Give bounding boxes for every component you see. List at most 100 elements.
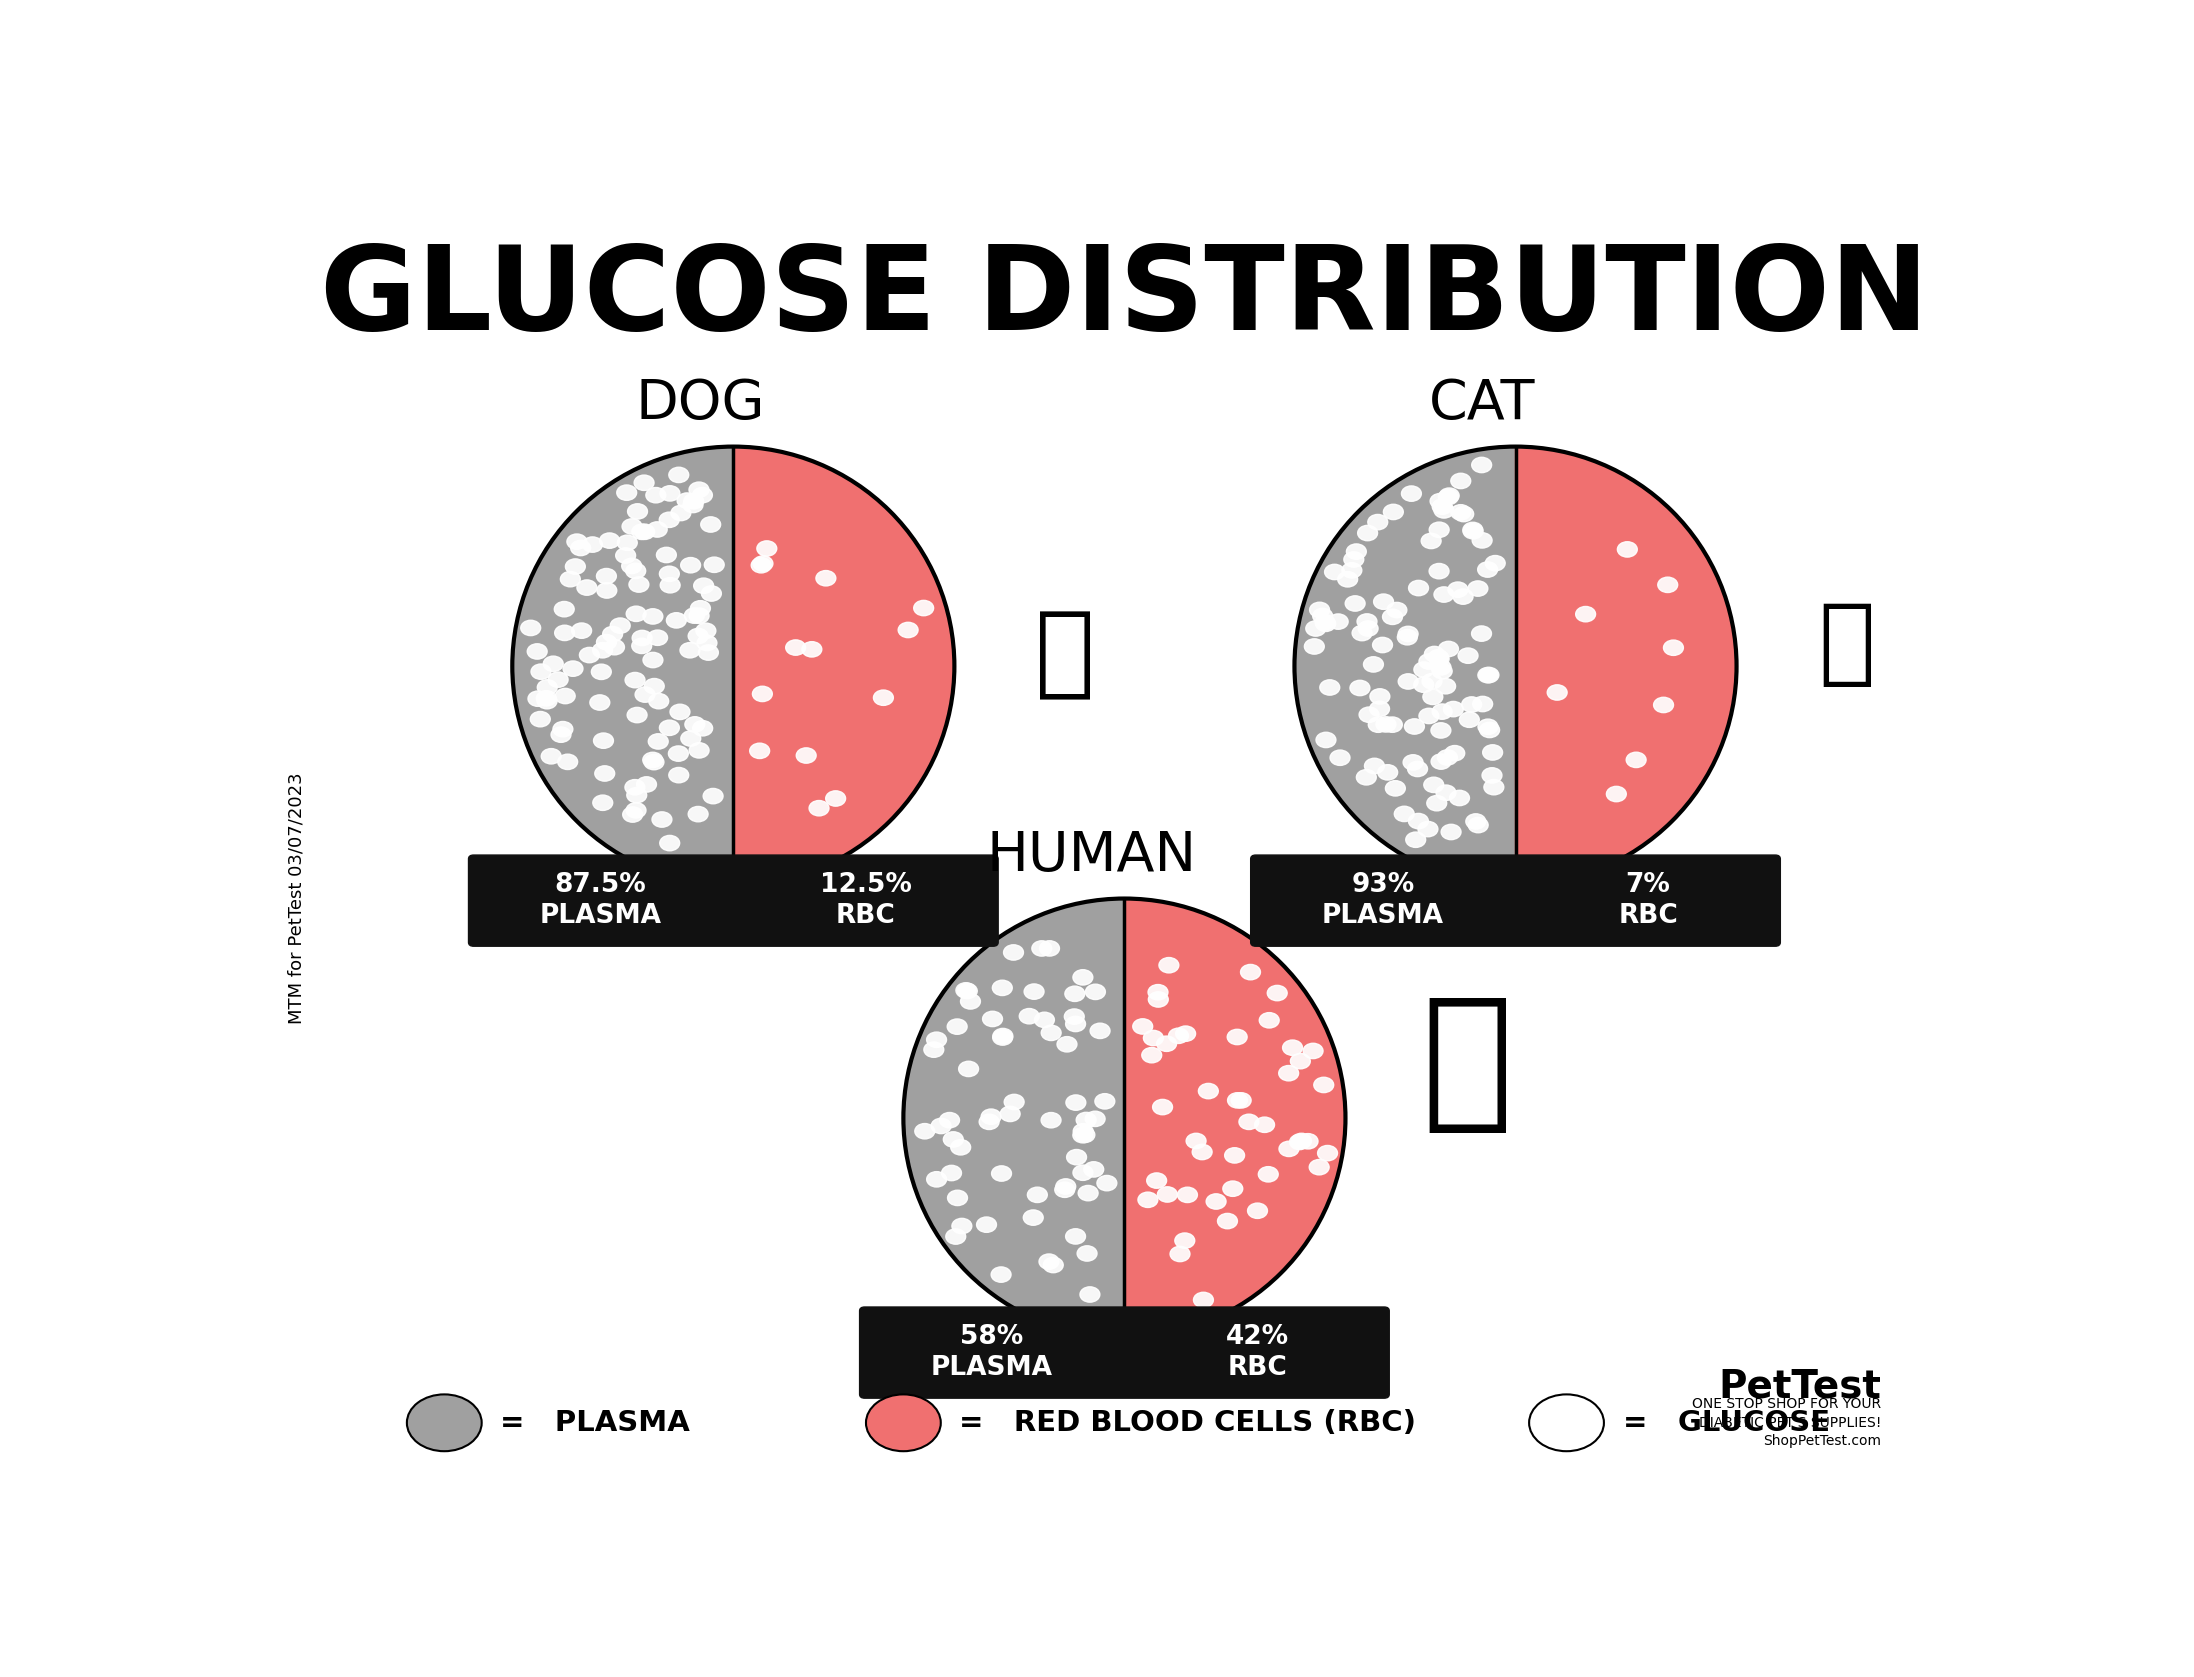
Ellipse shape [538,679,557,694]
Ellipse shape [1398,674,1417,689]
Ellipse shape [1483,780,1503,795]
Ellipse shape [796,748,816,763]
Ellipse shape [682,498,702,513]
Ellipse shape [1398,626,1417,642]
Ellipse shape [1022,1209,1042,1226]
Ellipse shape [1310,602,1330,617]
Ellipse shape [1090,1023,1110,1038]
Ellipse shape [669,768,689,783]
Ellipse shape [698,636,717,651]
Ellipse shape [1417,822,1437,837]
Ellipse shape [1428,651,1448,666]
Ellipse shape [1428,563,1448,579]
Polygon shape [904,899,1126,1338]
Ellipse shape [1468,580,1488,597]
Ellipse shape [1402,486,1422,501]
Ellipse shape [597,634,617,649]
Ellipse shape [1316,733,1336,748]
Ellipse shape [538,694,557,709]
Ellipse shape [1314,1077,1334,1093]
Ellipse shape [1384,781,1406,797]
Ellipse shape [678,493,698,508]
Ellipse shape [590,694,610,709]
Polygon shape [1294,446,1516,885]
Ellipse shape [577,580,597,595]
Ellipse shape [693,488,713,503]
Ellipse shape [1466,813,1485,828]
Ellipse shape [551,728,570,743]
Ellipse shape [1158,1187,1178,1202]
Ellipse shape [621,558,641,574]
Ellipse shape [597,584,617,599]
Text: 58%
PLASMA: 58% PLASMA [930,1325,1053,1382]
Ellipse shape [1042,1112,1062,1129]
Ellipse shape [1143,1030,1163,1046]
Text: 🐕: 🐕 [1036,607,1095,704]
Ellipse shape [1064,986,1084,1001]
Ellipse shape [1240,1114,1259,1130]
Ellipse shape [570,540,590,555]
Text: DOG: DOG [636,377,766,431]
Ellipse shape [1409,761,1428,776]
Ellipse shape [1310,1159,1330,1176]
Ellipse shape [627,503,647,520]
Ellipse shape [695,624,715,639]
Ellipse shape [994,1028,1014,1043]
Ellipse shape [1042,1025,1062,1040]
Ellipse shape [1349,681,1369,696]
Ellipse shape [689,609,709,624]
Ellipse shape [1036,1013,1055,1028]
Ellipse shape [700,517,720,532]
Ellipse shape [667,612,687,629]
Ellipse shape [1428,522,1448,537]
Ellipse shape [992,1166,1011,1181]
Ellipse shape [1384,505,1404,520]
Ellipse shape [529,691,548,706]
Ellipse shape [689,807,709,822]
Ellipse shape [1463,859,1483,874]
Ellipse shape [1240,964,1259,979]
Ellipse shape [660,835,680,850]
Ellipse shape [520,620,540,636]
Ellipse shape [1248,1202,1268,1219]
Polygon shape [1516,446,1735,885]
Ellipse shape [1156,1036,1176,1051]
Ellipse shape [1005,1095,1025,1110]
Ellipse shape [1404,719,1424,735]
Ellipse shape [647,522,667,537]
Ellipse shape [1319,1145,1338,1160]
Ellipse shape [1079,1286,1099,1301]
Ellipse shape [566,558,586,574]
Ellipse shape [1358,708,1380,723]
Ellipse shape [992,979,1011,996]
Ellipse shape [1158,958,1178,973]
Ellipse shape [564,661,584,676]
Ellipse shape [1000,1107,1020,1122]
Ellipse shape [1330,750,1349,765]
Ellipse shape [625,803,645,818]
Ellipse shape [1422,533,1441,548]
Ellipse shape [617,485,636,500]
Ellipse shape [1259,1167,1279,1182]
Ellipse shape [1077,1186,1097,1201]
Ellipse shape [1044,1258,1064,1273]
Text: 87.5%
PLASMA: 87.5% PLASMA [540,872,663,929]
Ellipse shape [685,493,704,508]
Ellipse shape [597,569,617,584]
Ellipse shape [1343,563,1362,579]
Ellipse shape [636,776,656,792]
Ellipse shape [1479,667,1499,683]
Ellipse shape [1430,493,1450,508]
Ellipse shape [649,694,669,709]
Ellipse shape [542,748,562,765]
Ellipse shape [1259,1013,1279,1028]
Text: 12.5%
RBC: 12.5% RBC [821,872,913,929]
Ellipse shape [816,570,836,585]
Ellipse shape [1437,750,1457,765]
Ellipse shape [1084,1162,1104,1177]
Ellipse shape [1441,825,1461,840]
Ellipse shape [1077,1112,1097,1127]
Ellipse shape [643,609,663,624]
Ellipse shape [1420,654,1439,669]
Ellipse shape [634,475,654,490]
